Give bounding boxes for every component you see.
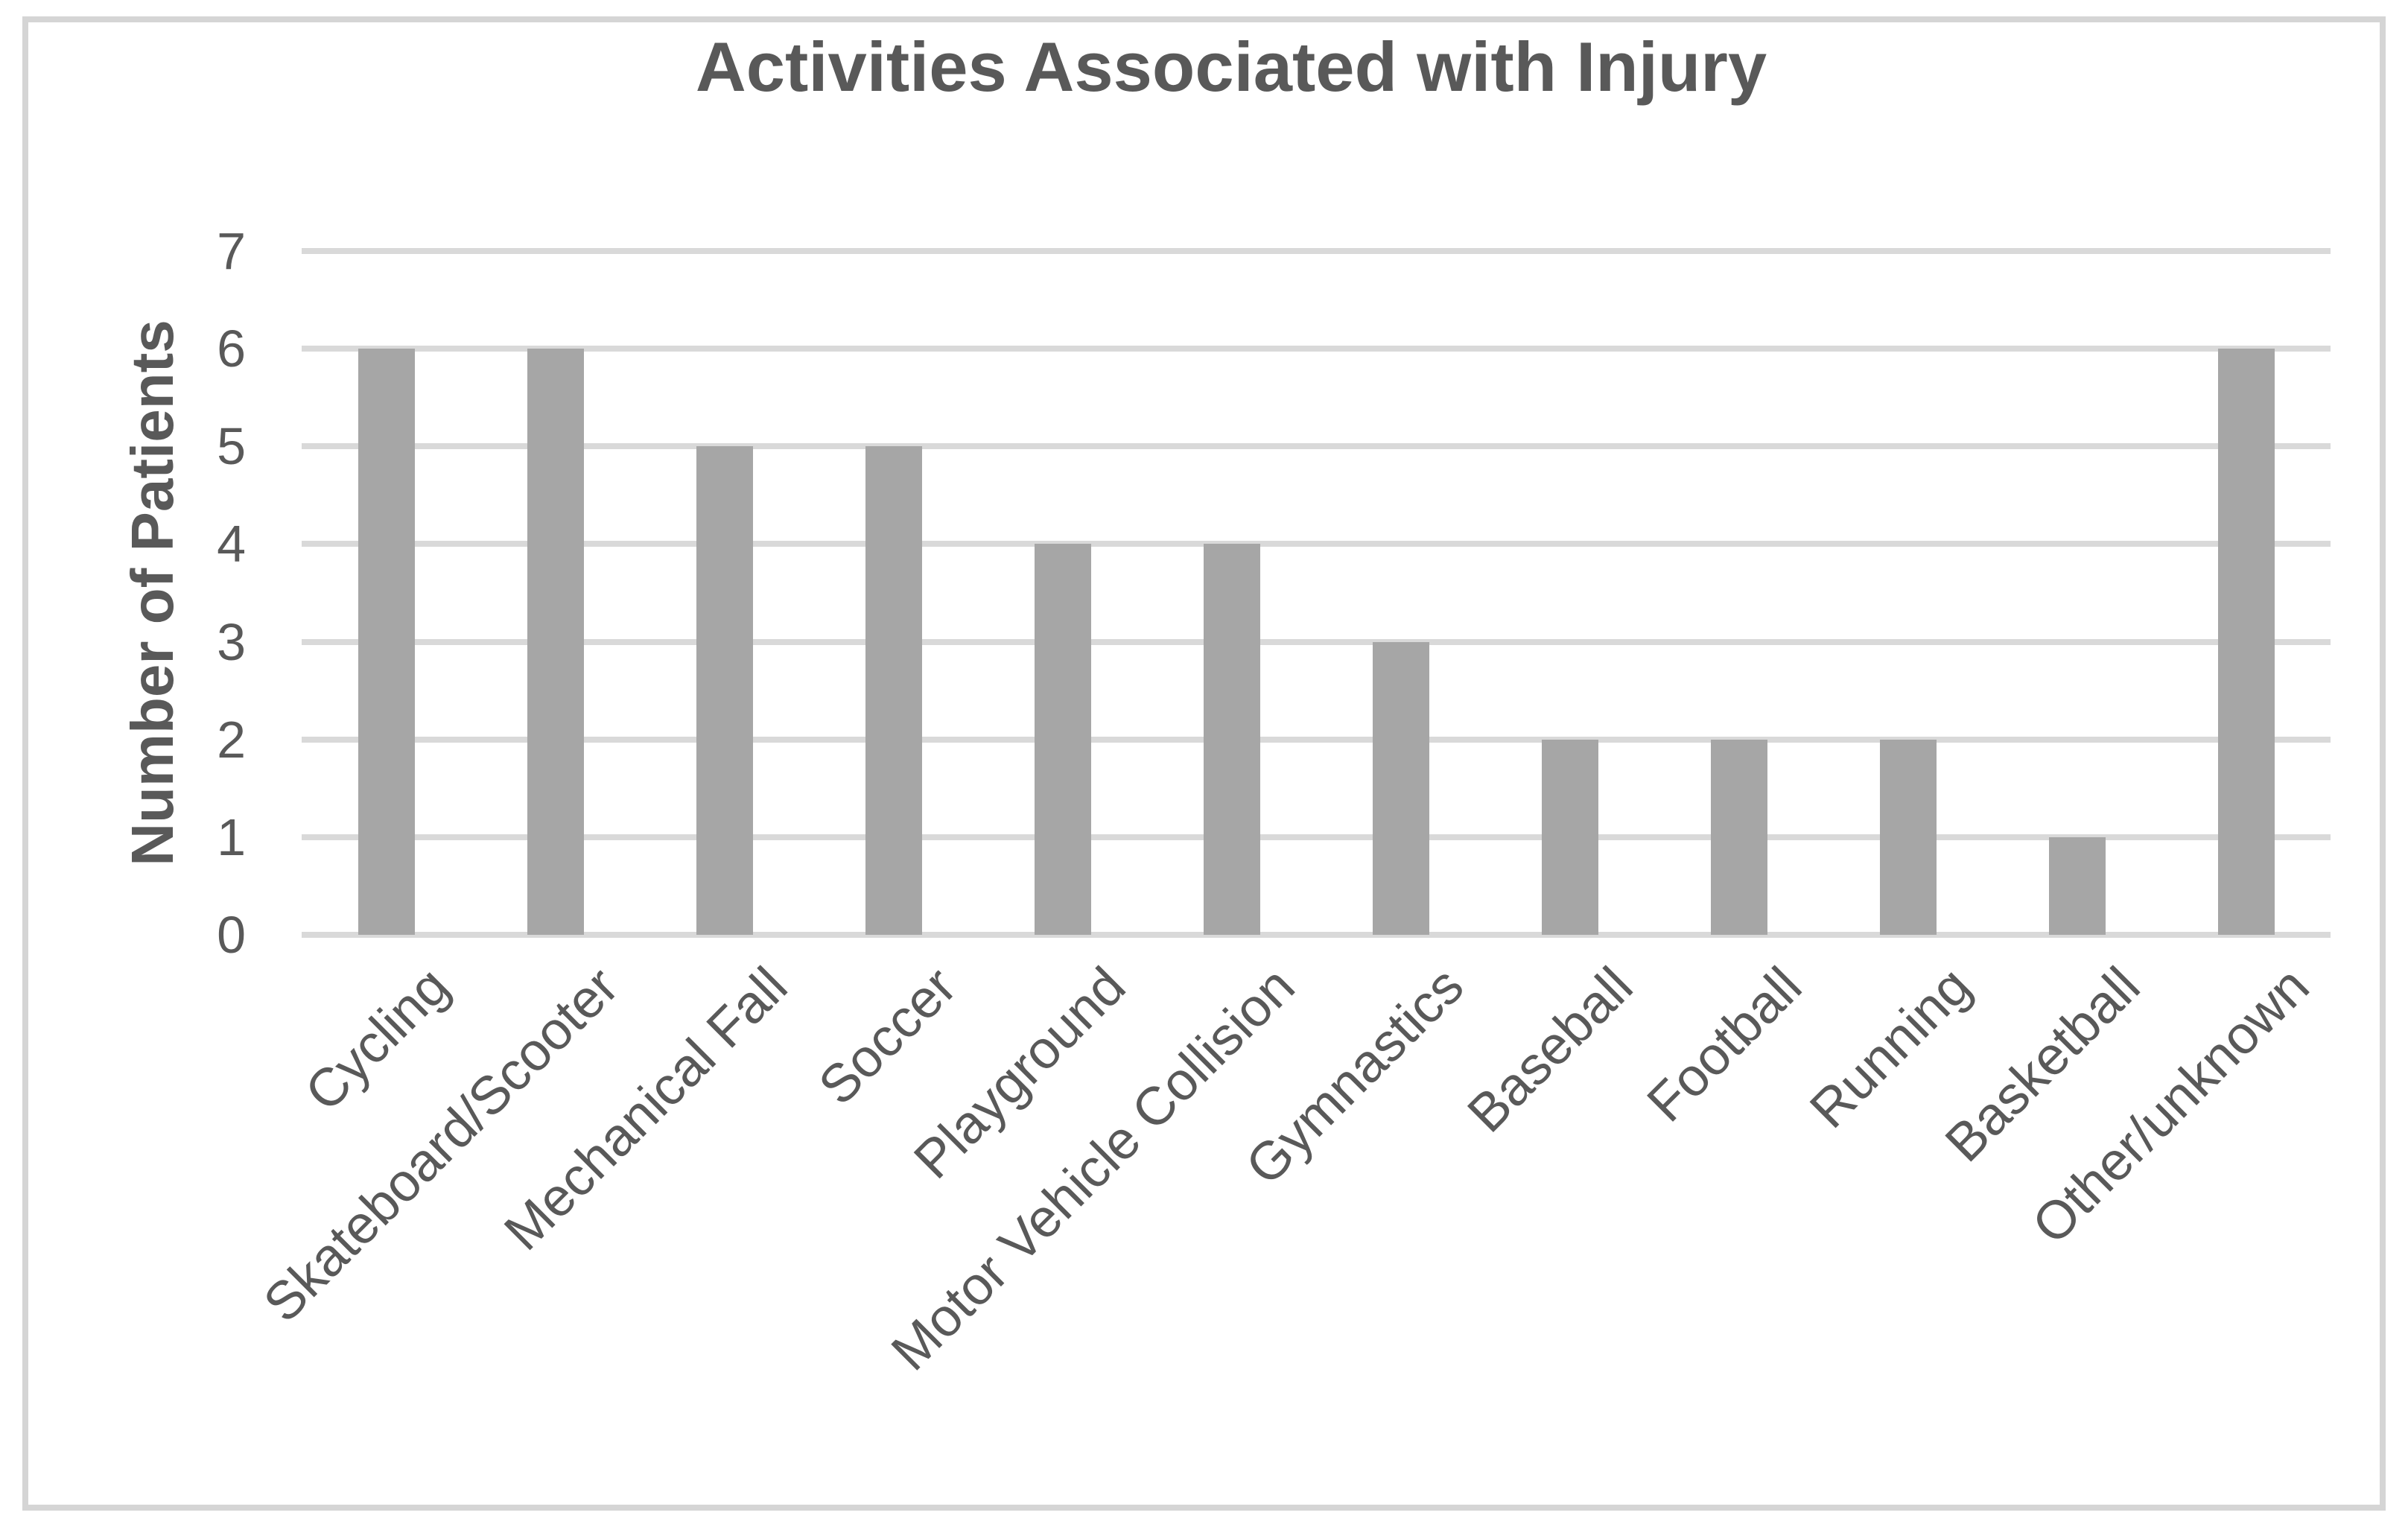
gridline-y-4 <box>302 541 2331 547</box>
bar-baseball <box>1541 739 1598 935</box>
bar-motor-vehicle-collision <box>1203 544 1260 935</box>
gridline-y-1 <box>302 834 2331 840</box>
gridline-y-3 <box>302 638 2331 645</box>
y-tick-label-1: 1 <box>217 807 246 866</box>
y-tick-label-6: 6 <box>217 320 246 378</box>
bar-gymnastics <box>1372 641 1429 935</box>
bar-other-unknown <box>2217 349 2275 935</box>
y-tick-label-0: 0 <box>217 906 246 964</box>
y-tick-label-3: 3 <box>217 612 246 671</box>
y-tick-label-7: 7 <box>217 222 246 280</box>
y-tick-label-5: 5 <box>217 417 246 476</box>
y-axis-title: Number of Patients <box>119 320 185 866</box>
gridline-y-0 <box>302 932 2331 938</box>
bar-playground <box>1034 544 1091 935</box>
bar-mechanical-fall <box>696 446 753 935</box>
bar-cycling <box>358 349 415 935</box>
y-tick-label-2: 2 <box>217 710 246 769</box>
chart-title: Activities Associated with Injury <box>695 28 1767 106</box>
bar-running <box>1879 739 1937 935</box>
bar-football <box>1710 739 1767 935</box>
y-tick-label-4: 4 <box>217 515 246 574</box>
bar-skateboard-scooter <box>527 349 584 935</box>
bar-basketball <box>2048 836 2106 935</box>
gridline-y-5 <box>302 443 2331 450</box>
gridline-y-2 <box>302 736 2331 743</box>
gridline-y-6 <box>302 346 2331 352</box>
gridline-y-7 <box>302 248 2331 254</box>
bar-soccer <box>865 446 922 935</box>
